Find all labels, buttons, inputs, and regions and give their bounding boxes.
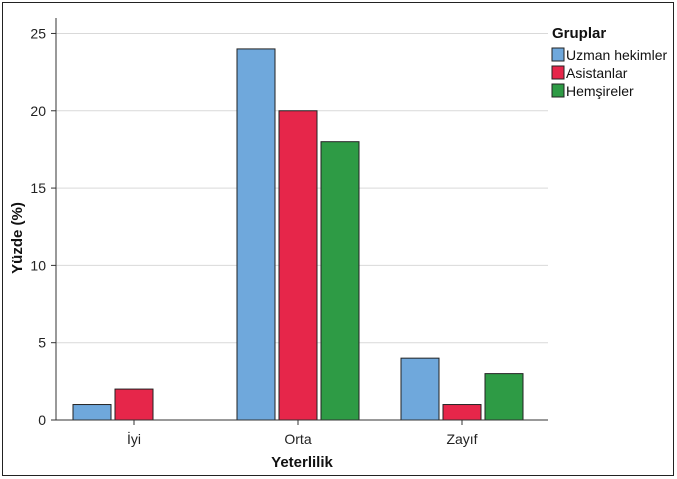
- legend-swatch: [551, 65, 565, 80]
- x-axis-title: Yeterlilik: [271, 454, 333, 471]
- y-tick-label: 10: [30, 257, 46, 273]
- x-tick-label: Orta: [284, 431, 311, 447]
- legend-label: Uzman hekimler: [566, 47, 667, 63]
- y-tick-label: 15: [30, 180, 46, 196]
- bar: [484, 373, 524, 421]
- y-tick-label: 25: [30, 25, 46, 41]
- legend-swatch: [551, 47, 565, 62]
- bars: [72, 48, 524, 421]
- y-axis-title: Yüzde (%): [9, 202, 26, 274]
- legend-title: Gruplar: [552, 25, 606, 42]
- legend: Gruplar Uzman hekimler Asistanlar Hemşirel…: [551, 25, 667, 99]
- bar: [72, 404, 112, 421]
- y-tick-label: 5: [38, 335, 46, 351]
- x-tick-label: Zayıf: [446, 431, 477, 447]
- y-tick-label: 20: [30, 103, 46, 119]
- x-ticks: İyi Orta Zayıf: [127, 420, 478, 447]
- legend-label: Hemşireler: [566, 83, 634, 99]
- y-ticks: 0 5 10 15 20 25: [30, 25, 56, 428]
- bar: [400, 357, 440, 421]
- bar: [442, 404, 482, 421]
- axes: [55, 18, 548, 421]
- x-tick-label: İyi: [127, 430, 141, 447]
- bar: [278, 110, 318, 421]
- legend-swatch: [551, 83, 565, 98]
- bar: [236, 48, 276, 421]
- bar: [320, 141, 360, 421]
- y-tick-label: 0: [38, 412, 46, 428]
- bar: [114, 388, 154, 421]
- legend-label: Asistanlar: [566, 65, 628, 81]
- legend-items: Uzman hekimler Asistanlar Hemşireler: [551, 47, 667, 99]
